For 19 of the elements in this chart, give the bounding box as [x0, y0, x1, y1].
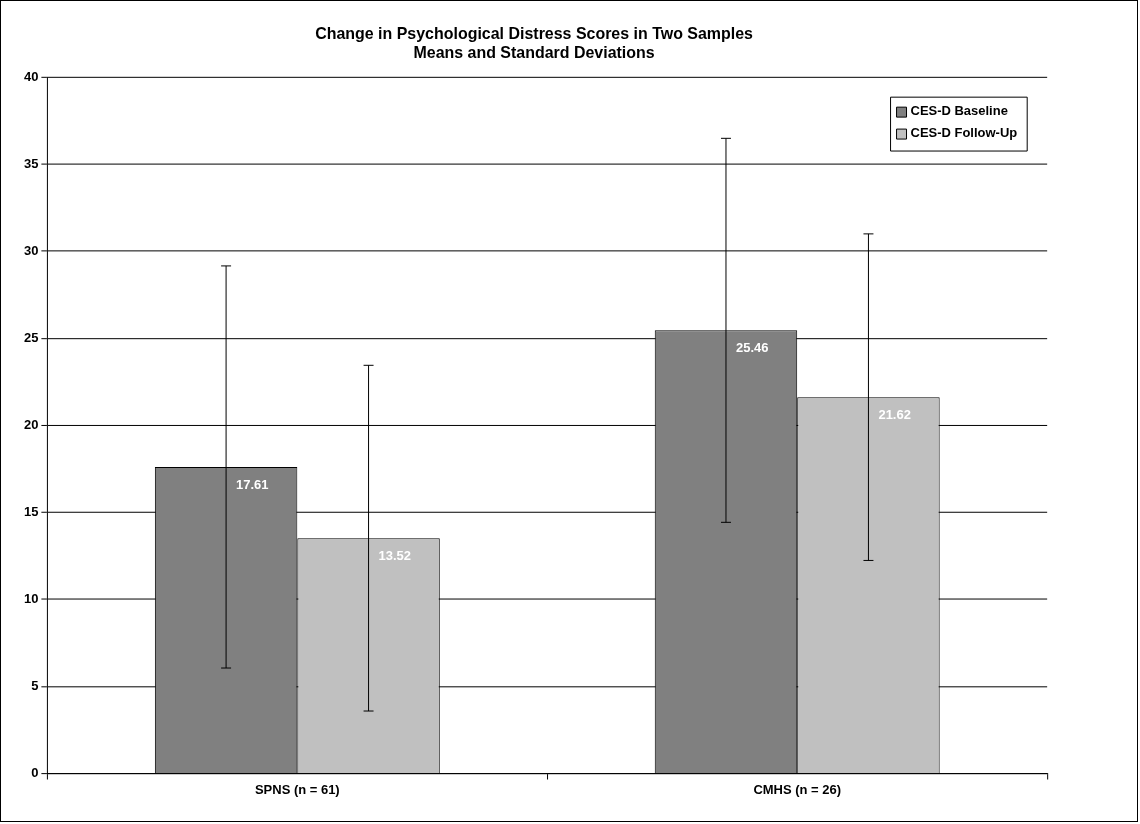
y-tick-label: 25: [23, 329, 39, 345]
x-tick-label: CMHS (n = 26): [753, 781, 842, 797]
y-tick-label: 40: [23, 68, 39, 84]
chart-subtitle: Means and Standard Deviations: [413, 44, 655, 62]
x-tick-label: SPNS (n = 61): [254, 781, 340, 797]
chart-title: Change in Psychological Distress Scores in Two Samples: [315, 24, 754, 42]
data-label: 25.46: [735, 340, 769, 356]
y-tick-label: 0: [31, 765, 39, 781]
y-tick-label: 35: [23, 155, 39, 171]
y-tick-label: 15: [23, 503, 39, 519]
y-tick-label: 30: [23, 242, 39, 258]
data-label: 13.52: [378, 548, 412, 564]
y-tick-label: 5: [31, 678, 39, 694]
y-tick-label: 10: [23, 591, 39, 607]
legend-label: CES-D Follow-Up: [910, 125, 1018, 141]
y-tick-label: 20: [23, 416, 39, 432]
data-label: 21.62: [878, 407, 911, 423]
legend-label: CES-D Baseline: [910, 103, 1008, 119]
data-label: 17.61: [236, 477, 269, 492]
